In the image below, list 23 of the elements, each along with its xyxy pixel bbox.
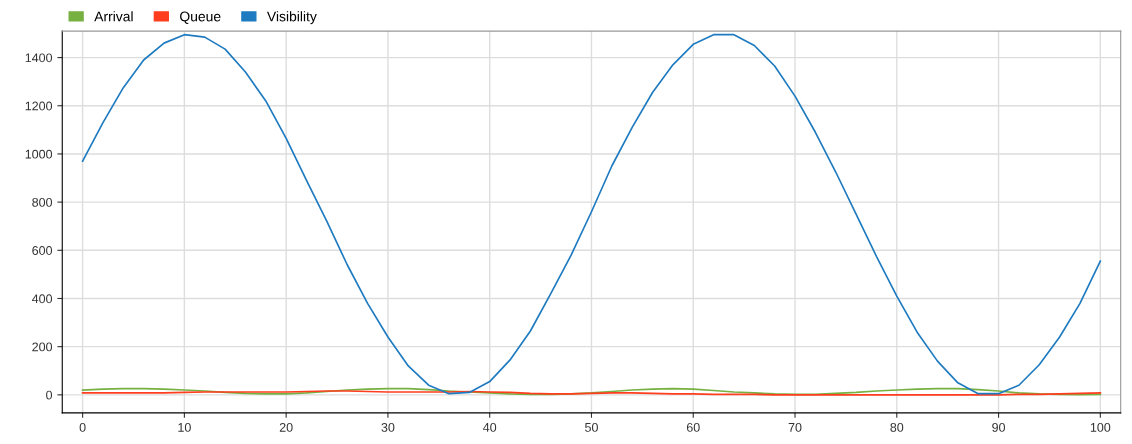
x-tick-label: 100 [1090, 422, 1111, 432]
x-tick-label: 0 [79, 422, 86, 432]
x-tick-label: 40 [483, 422, 497, 432]
y-tick-label: 1200 [25, 101, 53, 111]
line-series [81, 33, 1102, 395]
y-tick-label: 0 [46, 390, 53, 400]
y-tick-label: 1000 [25, 149, 53, 159]
x-tick-label: 10 [178, 422, 191, 432]
x-tick-label: 80 [890, 422, 904, 432]
x-tick-label: 70 [788, 422, 802, 432]
legend-label: Visibility [266, 11, 317, 25]
x-tick-label: 30 [381, 422, 395, 432]
y-tick-label: 800 [32, 197, 53, 207]
y-tick-label: 200 [32, 342, 53, 352]
x-tick-label: 90 [992, 422, 1006, 432]
x-tick-label: 20 [279, 422, 293, 432]
x-tick-label: 60 [686, 422, 700, 432]
y-tick-label: 400 [31, 294, 53, 304]
x-tick-label: 50 [585, 422, 598, 432]
legend-label: Queue [180, 11, 221, 24]
legend-label: Arrival [94, 11, 133, 22]
y-tick-label: 1400 [25, 53, 53, 63]
y-tick-label: 600 [32, 246, 53, 255]
